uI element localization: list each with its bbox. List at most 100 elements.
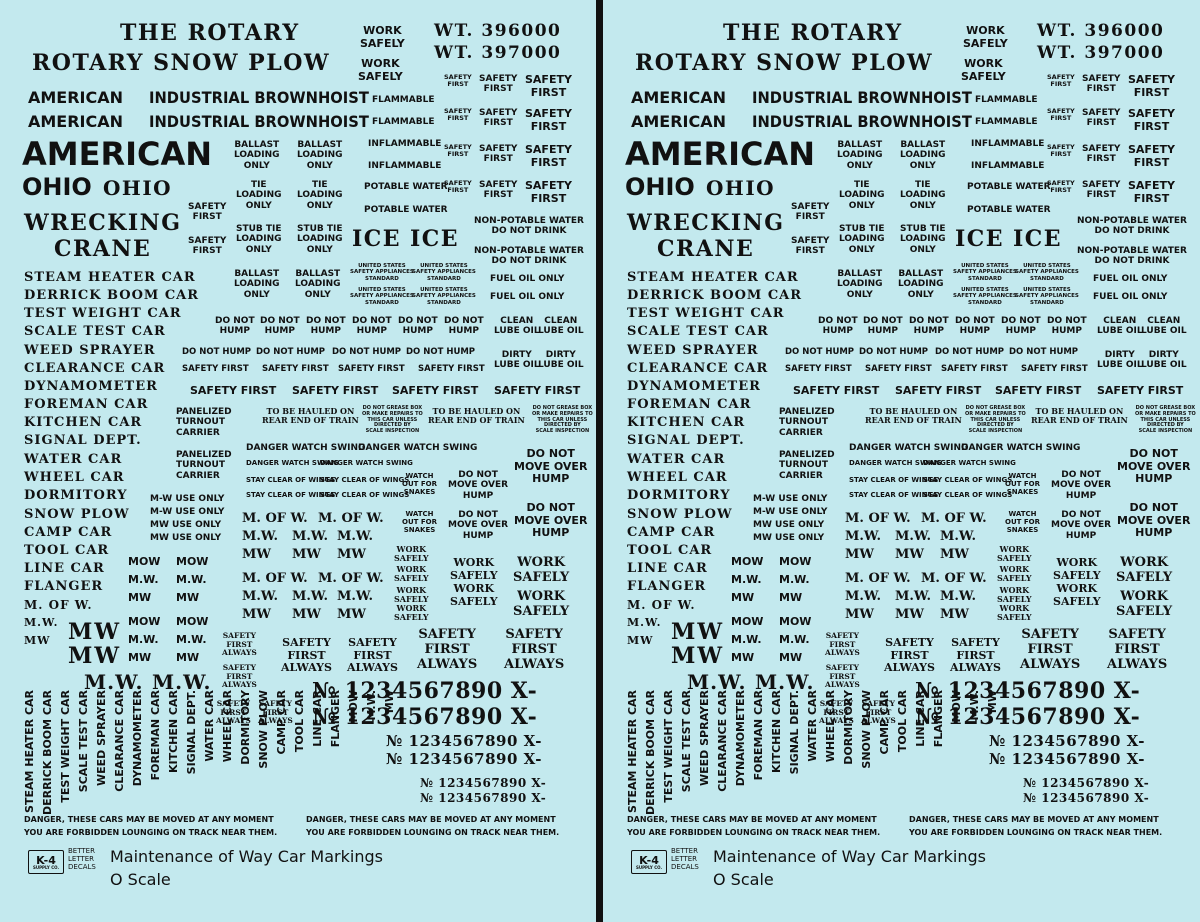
car-name-label: SNOW PLOW	[627, 507, 733, 522]
work-safely-medium: WORK SAFELY	[450, 582, 498, 608]
vertical-car-name: STEAM HEATER CAR	[626, 690, 639, 813]
safety-first-always-medium: SAFETY FIRST ALWAYS	[281, 636, 332, 675]
work-safely-small: WORK SAFELY	[394, 603, 429, 623]
do-not-hump-line: DO NOT HUMP	[859, 347, 929, 357]
number-set-medium: № 1234567890 X-	[386, 732, 542, 750]
weight-397000: WT. 397000	[1037, 43, 1165, 63]
mw-sans: MW	[128, 591, 152, 604]
car-name-label: CLEARANCE CAR	[24, 361, 166, 376]
non-potable-water: NON-POTABLE WATER DO NOT DRINK	[1077, 216, 1187, 237]
car-name-label: TOOL CAR	[24, 543, 110, 558]
mw: MW	[337, 547, 366, 562]
wrecking-label: WRECKING	[627, 210, 785, 236]
work-safely-label: WORK SAFELY	[358, 57, 403, 83]
stay-clear-wings: STAY CLEAR OF WINGS	[923, 491, 1013, 499]
ballast-loading: BALLAST LOADING ONLY	[295, 269, 341, 300]
do-not-hump: DO NOT HUMP	[955, 316, 995, 337]
danger-watch-swing: DANGER WATCH SWING	[961, 443, 1081, 453]
do-not-hump-line: DO NOT HUMP	[406, 347, 476, 357]
number-set-large: № 1234567890 X-	[312, 678, 538, 704]
vertical-car-name: SCALE TEST CAR	[77, 690, 90, 793]
work-safely-large: WORK SAFELY	[1116, 589, 1173, 619]
mw-large: MW	[68, 643, 122, 669]
vertical-car-name: MW	[383, 690, 396, 714]
mw-dot: M.W.	[292, 529, 329, 544]
vertical-car-name: M.W.	[365, 690, 378, 721]
vertical-car-name: WEED SPRAYER	[698, 690, 711, 786]
mw-dot-large: M.W.	[152, 670, 212, 694]
danger-watch-swing-small: DANGER WATCH SWING	[246, 459, 339, 467]
mow-label: MOW	[176, 555, 209, 568]
car-name-label: KITCHEN CAR	[627, 415, 746, 430]
danger-warning-line: YOU ARE FORBIDDEN LOUNGING ON TRACK NEAR…	[909, 828, 1163, 837]
vertical-car-name: FLANGER	[932, 690, 945, 748]
industrial-brownhoist: INDUSTRIAL BROWNHOIST	[752, 88, 972, 107]
danger-watch-swing-small: DANGER WATCH SWING	[849, 459, 942, 467]
usa-standard: UNITED STATES SAFETY APPLIANCES STANDARD	[350, 263, 414, 282]
ohio-serif: OHIO	[103, 176, 173, 200]
safety-first-always-small: SAFETY FIRST ALWAYS	[825, 663, 860, 690]
safety-first-always-small: SAFETY FIRST ALWAYS	[825, 631, 860, 658]
danger-warning-line: YOU ARE FORBIDDEN LOUNGING ON TRACK NEAR…	[306, 828, 560, 837]
potable-water: POTABLE WATER	[364, 205, 448, 215]
fuel-oil-only: FUEL OIL ONLY	[1093, 292, 1168, 302]
k4-logo: K-4 SUPPLY CO.	[28, 850, 64, 874]
danger-watch-swing: DANGER WATCH SWING	[246, 443, 366, 453]
danger-warning-line: DANGER, THESE CARS MAY BE MOVED AT ANY M…	[627, 815, 877, 824]
safety-first-medium: SAFETY FIRST	[525, 73, 572, 99]
safety-first-always-small: SAFETY FIRST ALWAYS	[222, 663, 257, 690]
mw-use-only: MW USE ONLY	[753, 520, 825, 530]
usa-standard: UNITED STATES SAFETY APPLIANCES STANDARD	[350, 287, 414, 306]
mw-dot: M.W.	[845, 529, 882, 544]
sheet-divider	[596, 0, 603, 922]
work-safely-label: WORK SAFELY	[961, 57, 1006, 83]
work-safely-small: WORK SAFELY	[997, 603, 1032, 623]
do-not-hump: DO NOT HUMP	[352, 316, 392, 337]
safety-first-always-small: SAFETY FIRST ALWAYS	[216, 699, 251, 726]
ice-label: ICE	[352, 226, 402, 252]
vertical-car-name: MW	[986, 690, 999, 714]
stay-clear-wings: STAY CLEAR OF WINGS	[923, 476, 1013, 484]
car-name-label: WATER CAR	[24, 452, 123, 467]
m-of-w: M. OF W.	[318, 571, 384, 586]
american-label: AMERICAN	[631, 112, 727, 131]
usa-standard: UNITED STATES SAFETY APPLIANCES STANDARD	[1015, 287, 1079, 306]
mow-label: MOW	[731, 615, 764, 628]
car-name-label: KITCHEN CAR	[24, 415, 143, 430]
clean-lube-oil: CLEAN LUBE OIL	[1141, 316, 1187, 337]
mw-dot-sans: M.W.	[731, 573, 762, 586]
car-name-label: WEED SPRAYER	[24, 343, 156, 358]
vertical-car-name: DYNAMOMETER	[734, 690, 747, 787]
car-name-label: WHEEL CAR	[627, 470, 728, 485]
vertical-car-name: TOOL CAR	[293, 690, 306, 753]
ballast-loading: BALLAST LOADING ONLY	[297, 140, 343, 171]
stay-clear-wings: STAY CLEAR OF WINGS	[849, 476, 939, 484]
car-name-label: WHEEL CAR	[24, 470, 125, 485]
safety-first-small: SAFETY FIRST	[1082, 108, 1121, 129]
do-not-hump-line: DO NOT HUMP	[256, 347, 326, 357]
hauled-rear-end: TO BE HAULED ON REAR END OF TRAIN	[1031, 406, 1128, 426]
mow-label: MOW	[779, 615, 812, 628]
watch-snakes: WATCH OUT FOR SNAKES	[402, 510, 437, 535]
car-name-label: STEAM HEATER CAR	[627, 270, 799, 285]
ballast-loading: BALLAST LOADING ONLY	[837, 269, 883, 300]
tie-loading: TIE LOADING ONLY	[900, 180, 946, 211]
wrecking-label: WRECKING	[24, 210, 182, 236]
stay-clear-wings: STAY CLEAR OF WINGS	[849, 491, 939, 499]
vertical-car-name: SNOW PLOW	[257, 690, 270, 769]
vertical-car-name: FOREMAN CAR	[149, 690, 162, 781]
non-potable-water: NON-POTABLE WATER DO NOT DRINK	[1077, 246, 1187, 267]
vertical-car-name: KITCHEN CAR	[770, 690, 783, 774]
mw-dot-sans: M.W.	[731, 633, 762, 646]
safety-first-small: SAFETY FIRST	[1082, 144, 1121, 165]
vertical-car-name: DYNAMOMETER	[131, 690, 144, 787]
work-safely-medium: WORK SAFELY	[1053, 556, 1101, 582]
american-label: AMERICAN	[631, 88, 727, 107]
car-name-label: FLANGER	[627, 579, 707, 594]
industrial-brownhoist: INDUSTRIAL BROWNHOIST	[149, 88, 369, 107]
safety-first-tiny: SAFETY FIRST	[444, 143, 472, 159]
danger-warning-line: YOU ARE FORBIDDEN LOUNGING ON TRACK NEAR…	[627, 828, 881, 837]
flammable-label: FLAMMABLE	[372, 95, 435, 105]
mw-large: MW	[68, 619, 122, 645]
car-name-label: SNOW PLOW	[24, 507, 130, 522]
